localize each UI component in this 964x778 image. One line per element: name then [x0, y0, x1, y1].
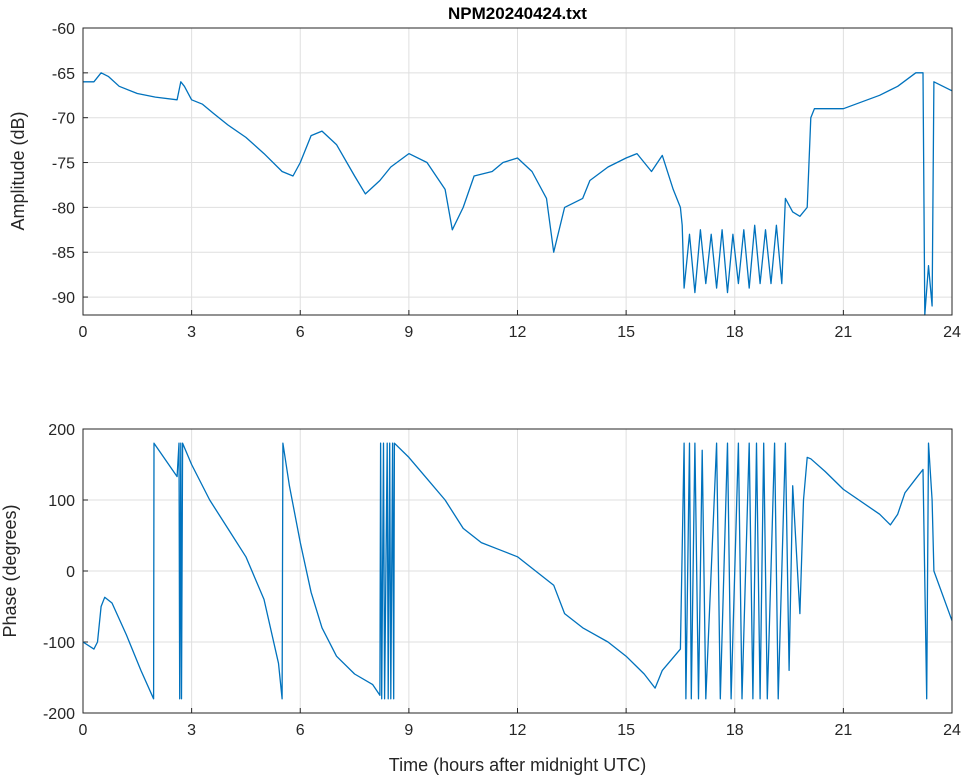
phase-series-line [82, 442, 953, 700]
y-tick-label: -75 [52, 156, 75, 173]
x-tick-label: 9 [404, 324, 413, 341]
axes-frame [82, 428, 953, 714]
y-tick-label: -85 [52, 245, 75, 262]
x-tick-label: 6 [296, 324, 305, 341]
y-tick-label: 200 [48, 422, 75, 439]
amplitude-series-line [83, 72, 953, 316]
y-axis-label: Amplitude (dB) [8, 111, 28, 230]
y-tick-label: -80 [52, 200, 75, 217]
x-tick-label: 18 [726, 722, 744, 739]
x-tick-label: 24 [943, 324, 961, 341]
y-tick-label: -200 [43, 706, 75, 723]
y-tick-label: -60 [52, 21, 75, 38]
x-tick-label: 15 [617, 324, 635, 341]
x-tick-label: 12 [509, 324, 527, 341]
y-tick-label: -90 [52, 290, 75, 307]
x-tick-label: 18 [726, 324, 744, 341]
y-axis-label: Phase (degrees) [0, 504, 20, 637]
x-tick-label: 24 [943, 722, 961, 739]
chart-title: NPM20240424.txt [448, 4, 587, 23]
y-tick-label: 100 [48, 493, 75, 510]
y-tick-label: 0 [66, 564, 75, 581]
x-tick-label: 21 [834, 722, 852, 739]
x-tick-label: 6 [296, 722, 305, 739]
x-tick-label: 12 [509, 722, 527, 739]
x-tick-label: 21 [834, 324, 852, 341]
x-tick-label: 0 [79, 324, 88, 341]
y-tick-label: -65 [52, 66, 75, 83]
x-tick-label: 3 [187, 324, 196, 341]
x-tick-label: 0 [79, 722, 88, 739]
x-tick-label: 15 [617, 722, 635, 739]
x-axis-label: Time (hours after midnight UTC) [389, 755, 646, 775]
axes-frame [82, 27, 953, 316]
x-tick-label: 9 [404, 722, 413, 739]
y-tick-label: -70 [52, 111, 75, 128]
y-tick-label: -100 [43, 635, 75, 652]
x-tick-label: 3 [187, 722, 196, 739]
